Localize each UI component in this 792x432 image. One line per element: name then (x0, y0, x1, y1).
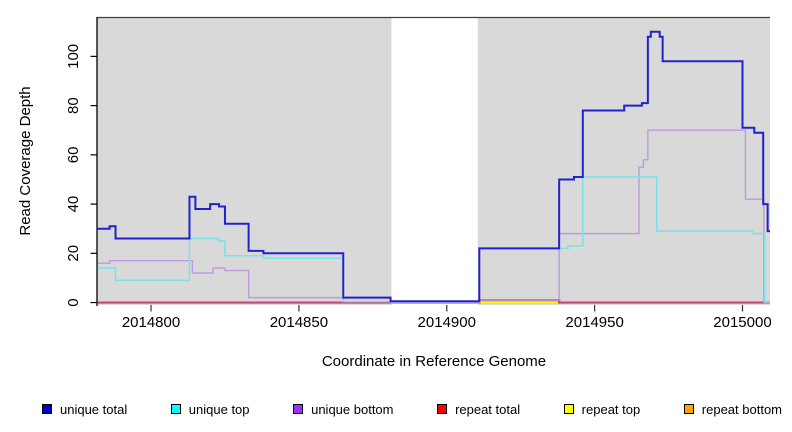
legend-label: repeat top (581, 401, 641, 417)
legend-label: unique total (60, 401, 128, 417)
legend-item-unique-total: unique total (42, 402, 127, 417)
legend-label: repeat total (455, 401, 521, 417)
y-tick-label: 60 (65, 147, 82, 164)
legend-item-repeat-top: repeat top (563, 401, 641, 417)
series-lines (97, 30, 770, 304)
legend-swatch-repeat-top (563, 404, 574, 414)
plot-panel (97, 16, 770, 305)
legend-item-repeat-total: repeat total (437, 402, 520, 417)
legend-swatch-repeat-total (437, 404, 448, 414)
x-tick-label: 2014950 (565, 314, 623, 331)
y-tick-label: 40 (65, 196, 82, 213)
y-tick-label: 0 (65, 298, 82, 306)
legend-label: unique top (188, 401, 250, 417)
legend-swatch-repeat-bottom (683, 404, 694, 414)
y-tick-label: 20 (65, 245, 82, 262)
x-tick-label: 2015000 (713, 314, 771, 331)
legend-label: unique bottom (311, 401, 394, 417)
legend: unique total unique top unique bottom repea… (42, 398, 782, 420)
coverage-plot: 0 20 40 60 80 100 2014800 2014850 2014900 2014950… (17, 16, 772, 370)
clipped-lines (97, 30, 770, 304)
axes: 0 20 40 60 80 100 2014800 2014850 2014900 2014950… (65, 17, 772, 331)
x-tick-label: 2014900 (418, 314, 476, 331)
y-tick-label: 80 (65, 97, 82, 114)
x-tick-label: 2014800 (122, 314, 180, 331)
x-tick-label: 2014850 (270, 314, 328, 331)
legend-item-repeat-bottom: repeat bottom (683, 401, 782, 417)
legend-swatch-unique-top (170, 404, 181, 414)
legend-swatch-unique-total (42, 404, 52, 414)
legend-item-unique-top: unique top (170, 401, 250, 417)
series-line-unique-total (97, 30, 770, 303)
masked-region (391, 17, 478, 305)
legend-swatch-unique-bottom (293, 404, 304, 414)
x-axis-title: Coordinate in Reference Genome (322, 353, 546, 370)
y-tick-label: 100 (65, 44, 82, 69)
y-axis-title: Read Coverage Depth (17, 86, 34, 235)
legend-item-unique-bottom: unique bottom (293, 401, 394, 417)
legend-label: repeat bottom (701, 401, 782, 417)
